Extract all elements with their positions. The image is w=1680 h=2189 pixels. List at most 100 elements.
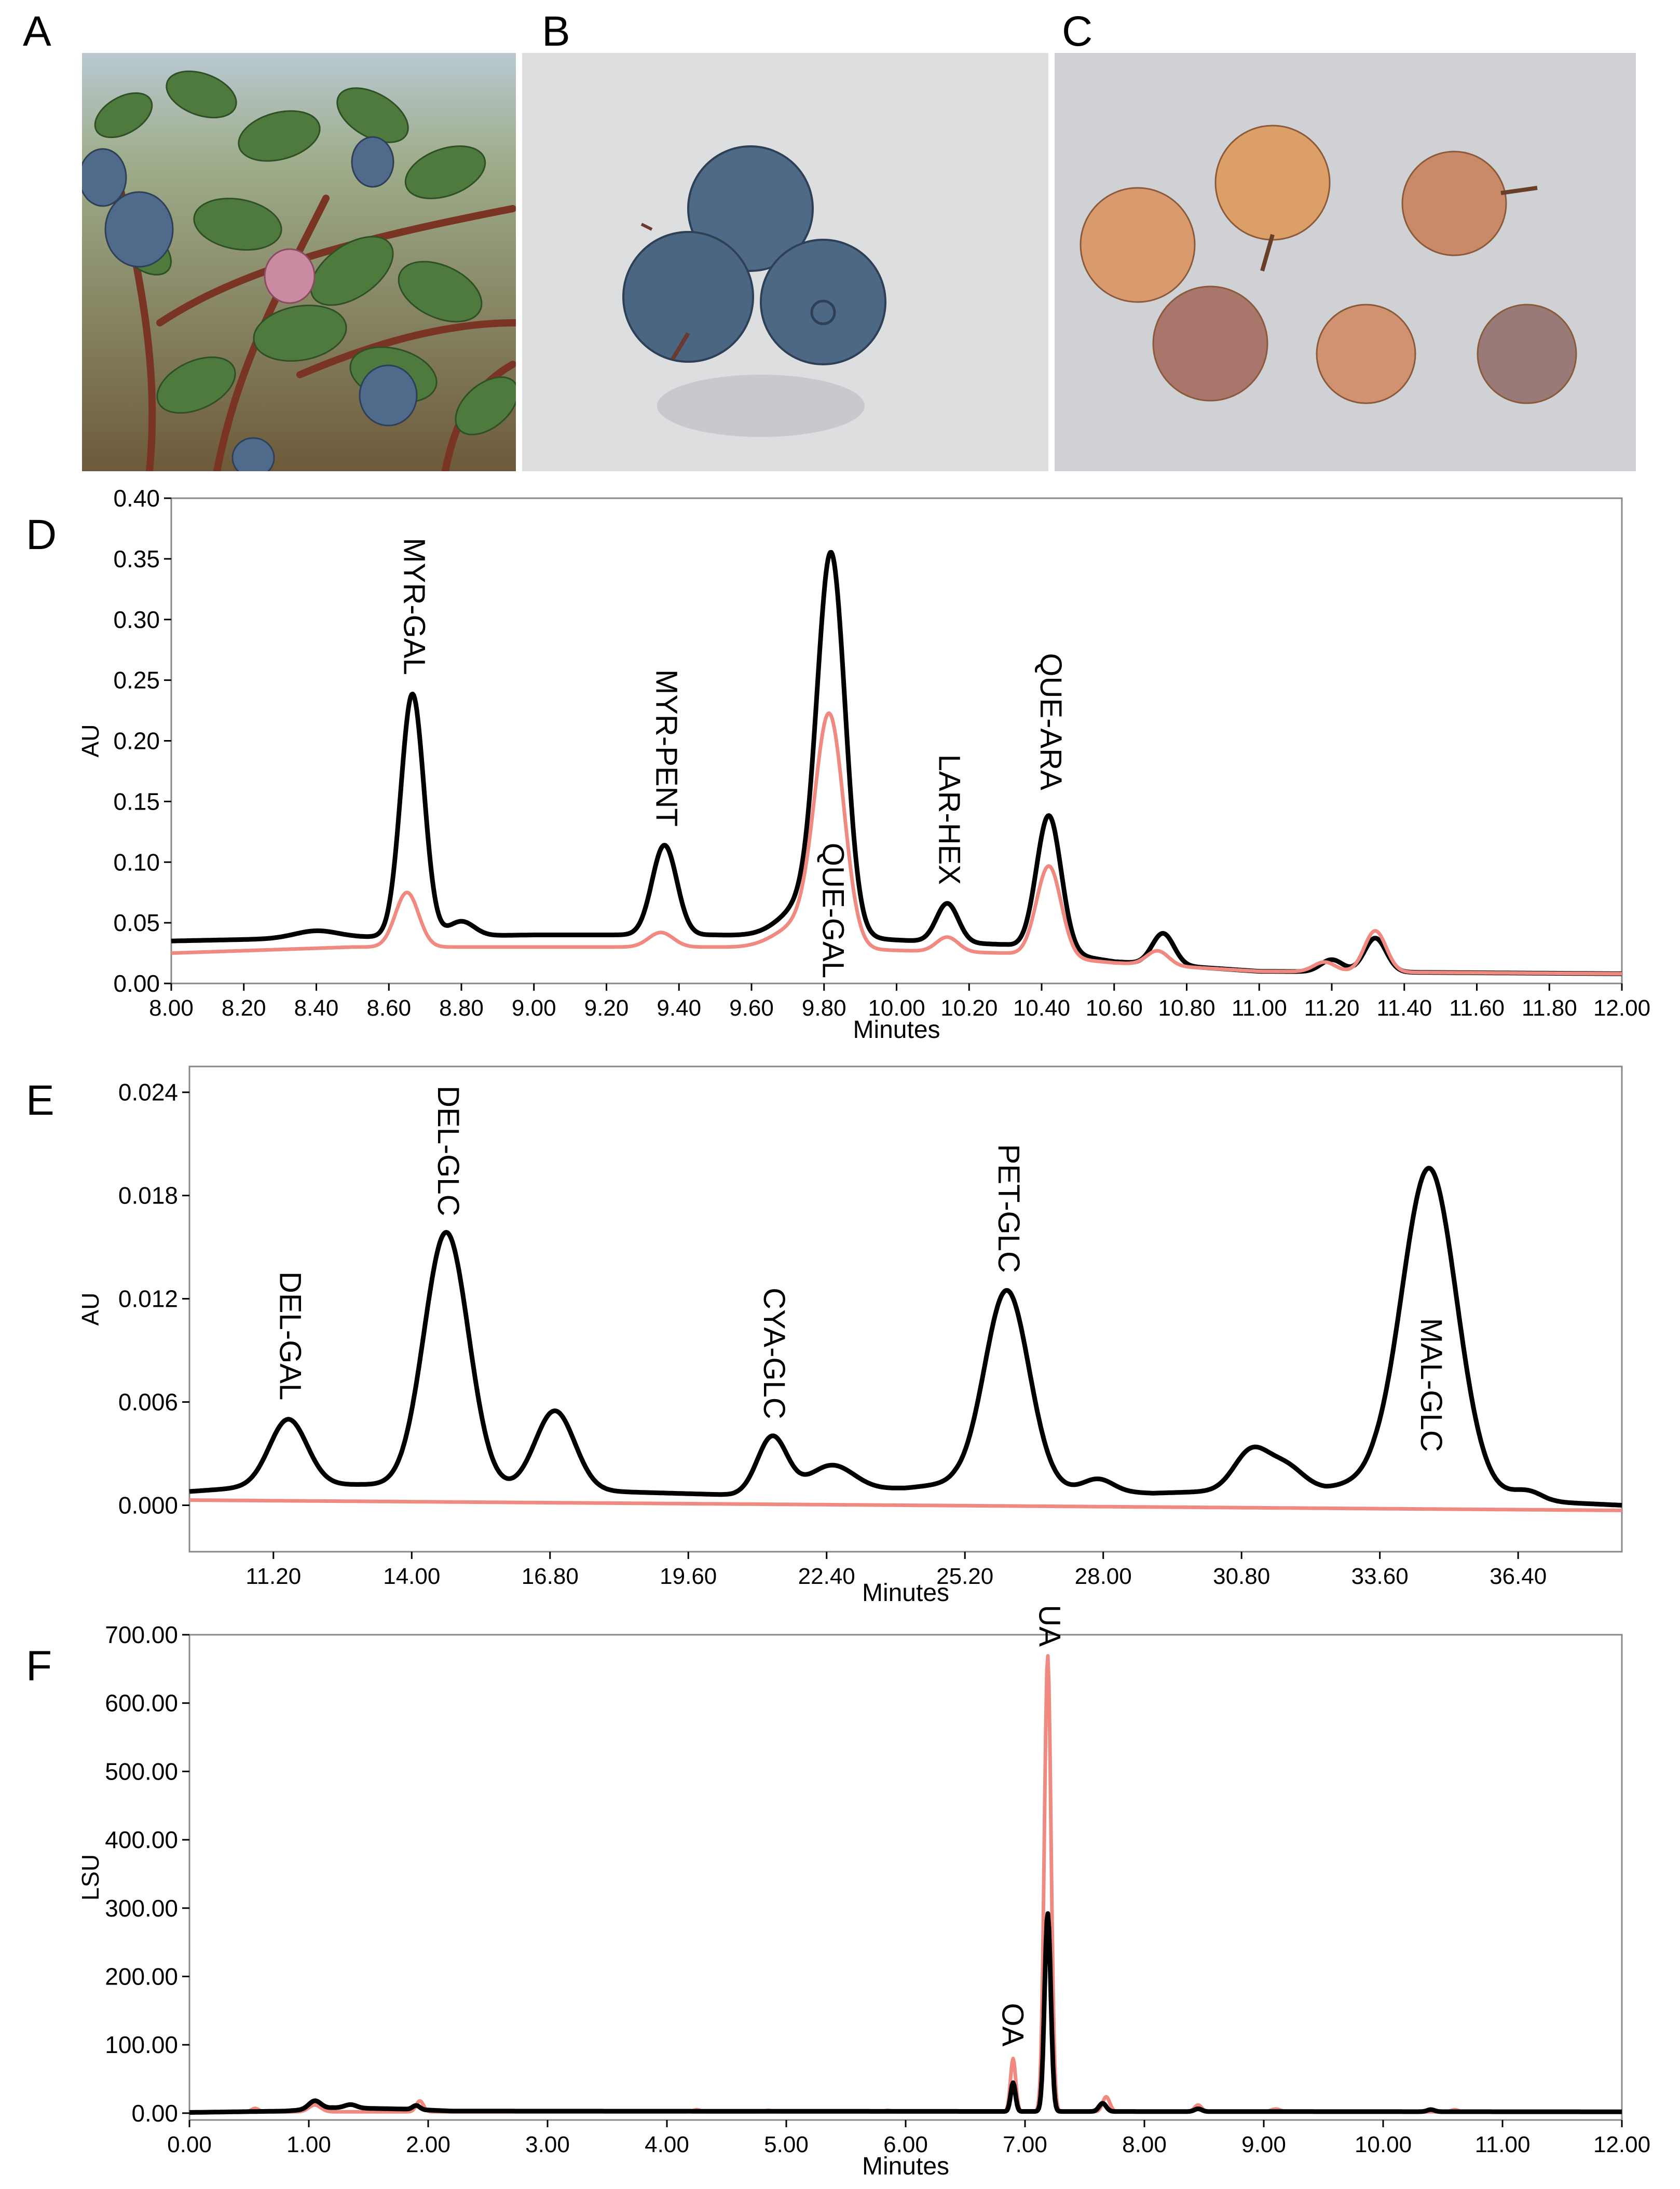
chart-f-xtick-label: 7.00 (1003, 2132, 1047, 2157)
chart-f-ylabel: LSU (77, 1854, 104, 1900)
panel-letter-f: F (26, 1643, 52, 1690)
panel-letter-b: B (542, 8, 570, 55)
chart-d-peak-label: QUE-ARA (1034, 653, 1068, 790)
chart-e-xtick-label: 36.40 (1490, 1564, 1547, 1589)
chart-f-series-black (188, 1911, 1623, 2115)
chart-f-xtick-label: 0.00 (167, 2132, 212, 2157)
chart-d-xtick-label: 9.20 (584, 995, 629, 1021)
chart-d-xtick-label: 9.80 (802, 995, 846, 1021)
chart-e-series-pink (188, 1498, 1623, 1512)
chart-d-xtick-label: 8.80 (439, 995, 484, 1021)
chart-e-peak-label: CYA-GLC (757, 1288, 791, 1419)
chart-f-peak-label: UA (1033, 1605, 1067, 1647)
chart-d-ytick-label: 0.40 (113, 485, 160, 512)
chart-f-xtick-label: 4.00 (645, 2132, 689, 2157)
chart-d-xtick-label: 11.60 (1449, 995, 1505, 1021)
chart-f-ytick-label: 300.00 (105, 1895, 178, 1922)
chart-e-xtick-label: 28.00 (1075, 1564, 1132, 1589)
chart-e-frame (188, 1065, 1623, 1553)
chart-e-xlabel: Minutes (862, 1579, 949, 1607)
chart-d-peak-label: LAR-HEX (932, 755, 966, 885)
chart-f-xlabel: Minutes (862, 2153, 949, 2180)
chart-d-peak-label: MYR-PENT (649, 669, 683, 827)
chart-f-frame (188, 1634, 1623, 2121)
chart-f-ytick-label: 0.00 (131, 2100, 178, 2127)
chart-f-ytick-label: 700.00 (105, 1621, 178, 1648)
chart-e-xtick-label: 33.60 (1351, 1564, 1409, 1589)
chart-d-xtick-label: 10.60 (1086, 995, 1143, 1021)
chart-f-ytick-label: 400.00 (105, 1826, 178, 1853)
chart-e-xtick-label: 30.80 (1213, 1564, 1270, 1589)
chart-d-series-pink (170, 711, 1623, 976)
chart-e-peak-label: PET-GLC (992, 1144, 1026, 1273)
chart-e-xtick-label: 16.80 (522, 1564, 579, 1589)
chart-f-xtick-label: 3.00 (525, 2132, 570, 2157)
chart-f-xtick-label: 9.00 (1241, 2132, 1286, 2157)
chart-f-xtick-label: 11.00 (1475, 2132, 1531, 2157)
chart-d-ytick-label: 0.10 (113, 849, 160, 875)
chart-e: 0.000 0.006 0.012 0.018 0.024 11.20 14.00 16.80… (77, 1065, 1623, 1607)
chart-e-xtick-label: 19.60 (660, 1564, 717, 1589)
chart-d-series-black (170, 550, 1623, 976)
chart-f-peak-label: OA (995, 2003, 1029, 2046)
chart-d-xtick-label: 8.40 (294, 995, 339, 1021)
chart-d-ytick-label: 0.20 (113, 728, 160, 755)
photo-white-berries (1055, 53, 1636, 471)
chart-d-ytick-label: 0.35 (113, 545, 160, 572)
chart-e-peak-label: DEL-GAL (273, 1271, 307, 1400)
chart-d-ytick-label: 0.05 (113, 909, 160, 936)
chart-f-xtick-label: 6.00 (883, 2132, 928, 2157)
panel-letter-c: C (1062, 8, 1093, 55)
chart-d-peak-label: QUE-GAL (816, 843, 850, 978)
chart-d-peak-label: MYR-GAL (398, 538, 431, 675)
chart-e-ytick-label: 0.006 (118, 1389, 178, 1416)
chart-d-xtick-label: 11.00 (1232, 995, 1287, 1021)
chart-d-xtick-label: 12.00 (1593, 995, 1650, 1021)
chart-e-ytick-label: 0.012 (118, 1285, 178, 1312)
chart-f-xtick-label: 12.00 (1593, 2132, 1650, 2157)
chart-d-ylabel: AU (77, 724, 104, 758)
chart-d-xtick-label: 11.40 (1376, 995, 1432, 1021)
photo-shrub (82, 53, 516, 471)
chart-e-xtick-label: 25.20 (936, 1564, 993, 1589)
chart-d: 0.00 0.05 0.10 0.15 0.20 0.25 0.30 0.35 0.40 8.00… (77, 485, 1650, 1044)
panel-letter-d: D (26, 511, 57, 558)
chart-f-xtick-label: 2.00 (406, 2132, 450, 2157)
chart-d-xtick-label: 8.20 (222, 995, 266, 1021)
chart-e-ytick-label: 0.018 (118, 1182, 178, 1209)
chart-d-xtick-label: 8.60 (366, 995, 411, 1021)
chart-e-xtick-label: 11.20 (245, 1564, 301, 1589)
chart-e-series-black (188, 1166, 1623, 1508)
chart-d-ytick-label: 0.15 (113, 788, 160, 815)
chart-e-peak-label: DEL-GLC (431, 1086, 465, 1216)
chart-f-xtick-label: 1.00 (286, 2132, 331, 2157)
chart-d-xtick-label: 10.00 (868, 995, 925, 1021)
chart-d-xtick-label: 8.00 (149, 995, 194, 1021)
chart-f-ytick-label: 100.00 (105, 2031, 178, 2058)
chart-e-ytick-label: 0.000 (118, 1492, 178, 1518)
chart-f-ytick-label: 600.00 (105, 1690, 178, 1717)
chart-d-xtick-label: 10.40 (1013, 995, 1070, 1021)
chart-e-ytick-label: 0.024 (118, 1079, 178, 1106)
chart-d-xtick-label: 11.20 (1304, 995, 1360, 1021)
chart-e-ylabel: AU (77, 1293, 104, 1326)
chart-e-peak-label: MAL-GLC (1414, 1318, 1448, 1452)
chart-f-ytick-label: 500.00 (105, 1758, 178, 1785)
chart-d-xtick-label: 10.20 (940, 995, 998, 1021)
chart-f-xtick-label: 8.00 (1122, 2132, 1167, 2157)
chart-d-ytick-label: 0.00 (113, 970, 160, 997)
chart-e-xtick-label: 22.40 (798, 1564, 855, 1589)
panel-letter-e: E (26, 1077, 54, 1124)
chart-d-xtick-label: 11.80 (1522, 995, 1577, 1021)
chart-e-xtick-label: 14.00 (383, 1564, 440, 1589)
panel-letter-a: A (23, 8, 51, 55)
chart-f-ytick-label: 200.00 (105, 1963, 178, 1990)
chart-f-series-pink (188, 1654, 1623, 2114)
chart-d-xtick-label: 9.40 (657, 995, 701, 1021)
chart-d-ytick-label: 0.30 (113, 606, 160, 633)
chart-d-xtick-label: 9.60 (729, 995, 774, 1021)
chart-d-xtick-label: 9.00 (512, 995, 556, 1021)
chart-d-xtick-label: 10.80 (1158, 995, 1215, 1021)
chart-f-xtick-label: 5.00 (764, 2132, 809, 2157)
